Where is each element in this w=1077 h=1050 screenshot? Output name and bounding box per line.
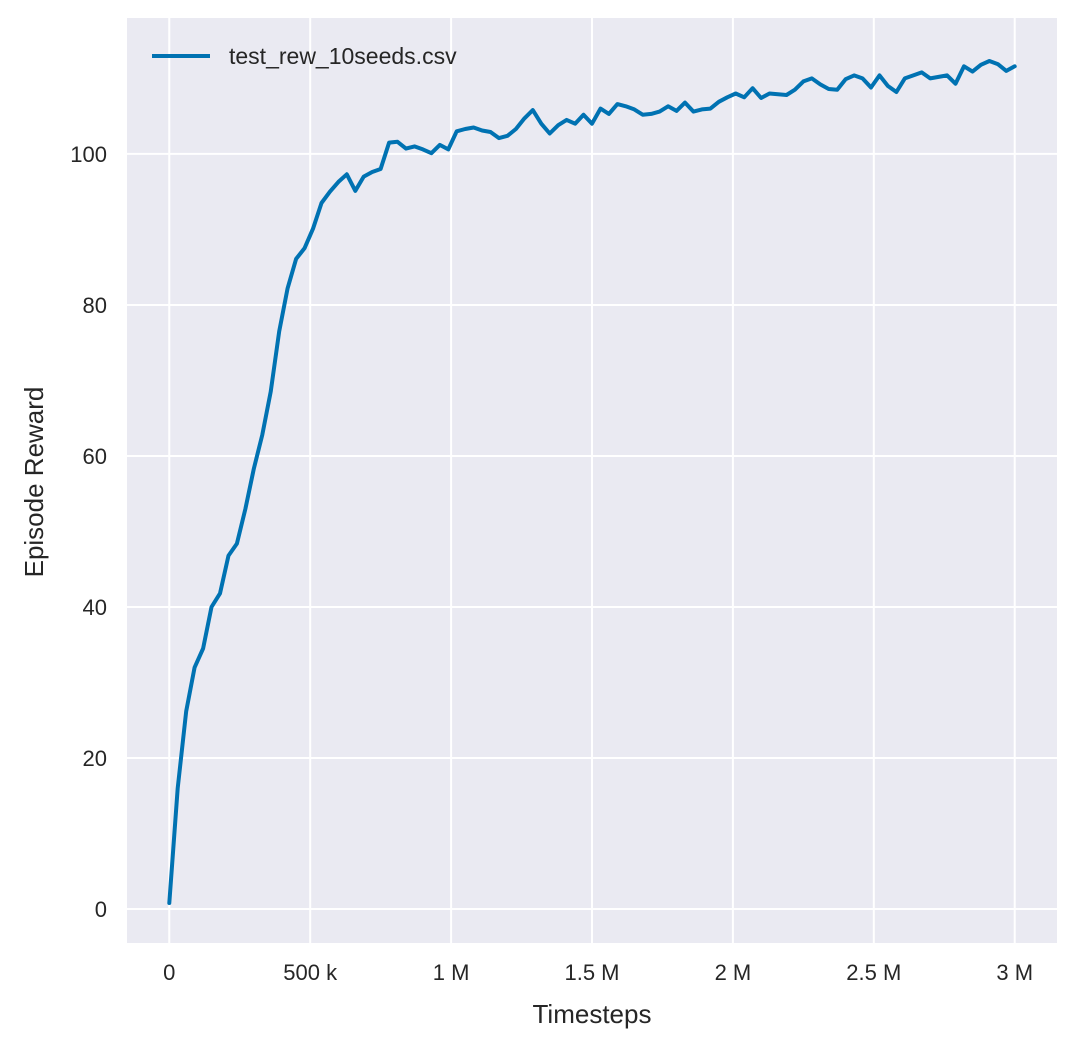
y-axis-label: Episode Reward bbox=[19, 387, 49, 578]
x-axis-tick-labels: 0 500 k 1 M 1.5 M 2 M 2.5 M 3 M bbox=[163, 960, 1033, 985]
y-tick-label: 60 bbox=[83, 444, 107, 469]
y-tick-label: 40 bbox=[83, 595, 107, 620]
x-tick-label: 500 k bbox=[283, 960, 338, 985]
x-tick-label: 1 M bbox=[433, 960, 470, 985]
y-axis-tick-labels: 0 20 40 60 80 100 bbox=[70, 142, 107, 922]
grid-lines bbox=[127, 18, 1057, 943]
legend: test_rew_10seeds.csv bbox=[152, 43, 457, 69]
x-axis-label: Timesteps bbox=[533, 999, 652, 1029]
series-layer bbox=[167, 59, 1017, 905]
x-tick-label: 1.5 M bbox=[564, 960, 619, 985]
legend-label: test_rew_10seeds.csv bbox=[229, 43, 457, 69]
x-tick-label: 0 bbox=[163, 960, 175, 985]
y-tick-label: 0 bbox=[95, 897, 107, 922]
y-tick-label: 20 bbox=[83, 746, 107, 771]
x-tick-label: 2.5 M bbox=[846, 960, 901, 985]
series-line bbox=[167, 59, 1017, 905]
y-tick-label: 80 bbox=[83, 293, 107, 318]
x-tick-label: 3 M bbox=[996, 960, 1033, 985]
y-tick-label: 100 bbox=[70, 142, 107, 167]
x-tick-label: 2 M bbox=[715, 960, 752, 985]
